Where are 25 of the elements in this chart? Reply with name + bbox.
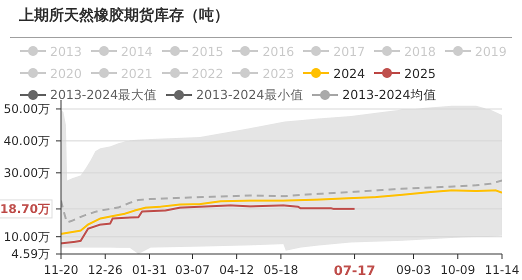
legend-label: 2013-2024均值	[342, 86, 436, 104]
legend-label: 2013-2024最大值	[50, 86, 158, 104]
legend-label: 2025	[404, 66, 436, 80]
legend-label: 2013-2024最小值	[196, 86, 304, 104]
x-tick-label: 04-12	[219, 263, 254, 277]
x-tick-label: 07-17	[334, 264, 376, 279]
y-tick-label: 40.00万	[4, 134, 50, 148]
y-tick-label: 4.59万	[11, 247, 50, 262]
legend-label: 2024	[333, 66, 366, 80]
line-series	[61, 204, 356, 244]
y-tick-label: 30.00万	[4, 166, 50, 180]
x-tick-label: 05-18	[263, 263, 298, 277]
y-tick-label: 18.70万	[0, 202, 50, 216]
x-tick-label: 11-14	[484, 263, 520, 277]
line-series	[61, 180, 502, 224]
y-tick-label: 10.00万	[4, 230, 50, 244]
x-tick-label: 01-31	[132, 263, 167, 277]
x-tick-label: 09-03	[396, 263, 431, 277]
x-tick-label: 12-26	[88, 263, 123, 277]
line-series	[61, 189, 502, 235]
y-tick-label: 50.00万	[4, 102, 50, 116]
chart-title: 上期所天然橡胶期货库存（吨）	[19, 6, 229, 25]
x-tick-label: 11-20	[44, 263, 78, 277]
x-tick-label: 10-09	[440, 263, 476, 277]
x-tick-label: 03-07	[175, 263, 210, 277]
